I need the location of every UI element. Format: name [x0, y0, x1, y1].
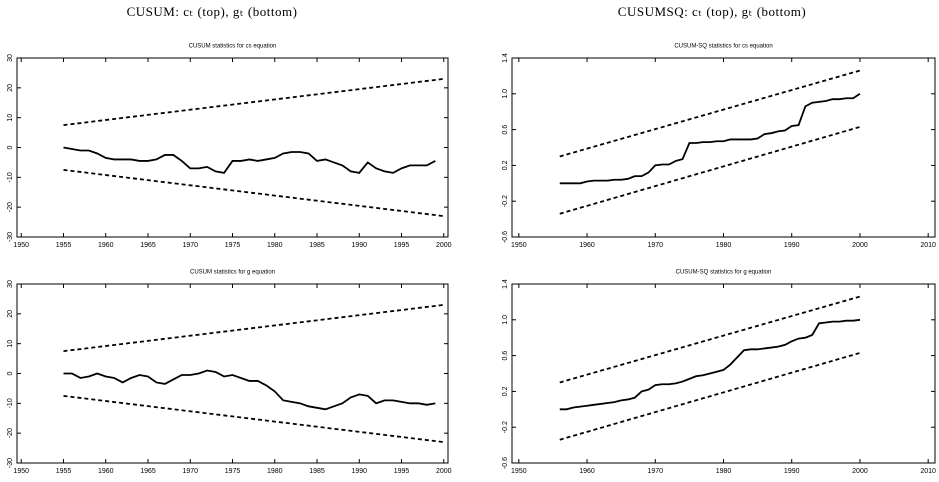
- y-tick-label: 0.6: [502, 351, 509, 361]
- x-tick-label: 1980: [267, 468, 283, 475]
- plot-frame: [511, 57, 936, 238]
- plot-frame: [16, 57, 449, 238]
- x-tick-label: 1990: [784, 468, 800, 475]
- x-tick-label: 1950: [511, 468, 527, 475]
- chart-title: CUSUM-SQ statistics for g equation: [676, 270, 772, 276]
- column-title: CUSUM: cₜ (top), gₜ (bottom): [127, 4, 298, 19]
- statistic-line: [63, 369, 436, 411]
- y-tick-label: -0.2: [502, 195, 509, 207]
- y-tick-label: 0: [7, 371, 14, 375]
- y-tick-label: 20: [7, 84, 14, 92]
- y-tick-label: -0.6: [502, 231, 509, 243]
- y-tick-label: -10: [7, 398, 14, 408]
- y-tick-label: 30: [7, 54, 14, 62]
- x-tick-label: 2010: [920, 468, 936, 475]
- x-tick-label: 1990: [784, 242, 800, 249]
- y-tick-label: 0: [7, 145, 14, 149]
- chart: CUSUM-SQ statistics for cs equation 1950 1…: [502, 44, 936, 249]
- x-tick-label: 1965: [140, 242, 156, 249]
- x-tick-label: 1960: [98, 242, 114, 249]
- bound-line: [559, 352, 861, 441]
- y-tick-label: 10: [7, 340, 14, 348]
- x-tick-label: 1960: [98, 468, 114, 475]
- y-tick-label: 1.4: [502, 279, 509, 289]
- chart: CUSUM statistics for g equation 1950 1955 1…: [7, 270, 452, 475]
- bound-line: [63, 168, 444, 218]
- y-tick-label: -20: [7, 428, 14, 438]
- x-tick-label: 2000: [436, 242, 452, 249]
- x-tick-label: 1950: [13, 468, 29, 475]
- y-tick-label: 1.4: [502, 53, 509, 63]
- y-tick-label: 1.0: [502, 315, 509, 325]
- y-tick-label: 30: [7, 280, 14, 288]
- bound-line: [559, 69, 861, 158]
- statistic-line: [559, 318, 861, 411]
- x-tick-label: 1955: [56, 242, 72, 249]
- bound-line: [63, 394, 444, 444]
- x-tick-label: 2000: [436, 468, 452, 475]
- x-tick-label: 1960: [579, 242, 595, 249]
- y-tick-label: -0.2: [502, 421, 509, 433]
- y-tick-label: 10: [7, 114, 14, 122]
- x-tick-label: 1970: [182, 242, 198, 249]
- y-tick-label: -10: [7, 172, 14, 182]
- x-tick-label: 1970: [647, 242, 663, 249]
- bound-line: [559, 126, 861, 215]
- chart-title: CUSUM-SQ statistics for cs equation: [674, 44, 772, 50]
- x-tick-label: 1975: [225, 468, 241, 475]
- x-tick-label: 1990: [351, 242, 367, 249]
- column-title: CUSUMSQ: cₜ (top), gₜ (bottom): [618, 4, 806, 19]
- x-tick-label: 2000: [852, 242, 868, 249]
- y-tick-label: 0.2: [502, 386, 509, 396]
- chart: CUSUM-SQ statistics for g equation 1950 19…: [502, 270, 936, 475]
- x-tick-label: 1975: [225, 242, 241, 249]
- chart-title: CUSUM statistics for cs equation: [189, 44, 277, 50]
- x-tick-label: 1950: [511, 242, 527, 249]
- x-tick-label: 1965: [140, 468, 156, 475]
- y-tick-label: -30: [7, 458, 14, 468]
- x-tick-label: 1990: [351, 468, 367, 475]
- x-tick-label: 1955: [56, 468, 72, 475]
- x-tick-label: 1980: [267, 242, 283, 249]
- y-tick-label: 1.0: [502, 89, 509, 99]
- x-tick-label: 2010: [920, 242, 936, 249]
- x-tick-label: 1970: [182, 468, 198, 475]
- x-tick-label: 1950: [13, 242, 29, 249]
- statistic-line: [63, 146, 436, 174]
- y-tick-label: 20: [7, 310, 14, 318]
- x-tick-label: 1985: [309, 468, 325, 475]
- y-tick-label: -20: [7, 202, 14, 212]
- x-tick-label: 1995: [394, 468, 410, 475]
- y-tick-label: 0.6: [502, 125, 509, 135]
- bound-line: [559, 295, 861, 384]
- y-tick-label: -30: [7, 232, 14, 242]
- bound-line: [63, 303, 444, 353]
- x-tick-label: 2000: [852, 468, 868, 475]
- chart-title: CUSUM statistics for g equation: [190, 270, 275, 276]
- y-tick-label: 0.2: [502, 160, 509, 170]
- plot-frame: [511, 283, 936, 464]
- x-tick-label: 1980: [716, 468, 732, 475]
- x-tick-label: 1995: [394, 242, 410, 249]
- x-tick-label: 1980: [716, 242, 732, 249]
- chart: CUSUM statistics for cs equation 1950 1955…: [7, 44, 452, 249]
- plot-frame: [16, 283, 449, 464]
- bound-line: [63, 77, 444, 127]
- x-tick-label: 1970: [647, 468, 663, 475]
- y-tick-label: -0.6: [502, 457, 509, 469]
- statistic-line: [559, 93, 861, 185]
- x-tick-label: 1985: [309, 242, 325, 249]
- x-tick-label: 1960: [579, 468, 595, 475]
